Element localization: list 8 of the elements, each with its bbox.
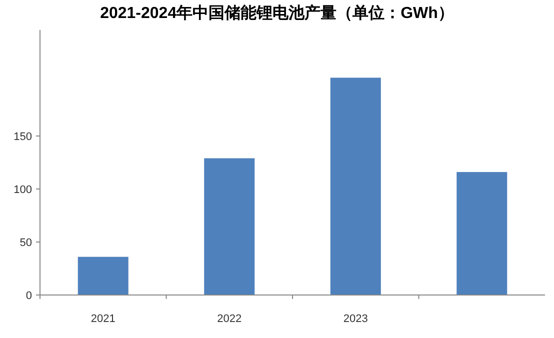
title: 2021-2024年中国储能锂电池产量（单位：GWh） <box>100 5 454 22</box>
x-tick-label: 2022 <box>217 313 242 325</box>
y-tick-label: 150 <box>14 131 32 143</box>
y-tick-label: 50 <box>20 237 32 249</box>
x-tick-label: 2021 <box>90 313 116 325</box>
y-tick-label: 100 <box>14 184 32 196</box>
y-tick-label: 0 <box>26 290 32 302</box>
x-tick-label: 2023 <box>343 313 368 325</box>
